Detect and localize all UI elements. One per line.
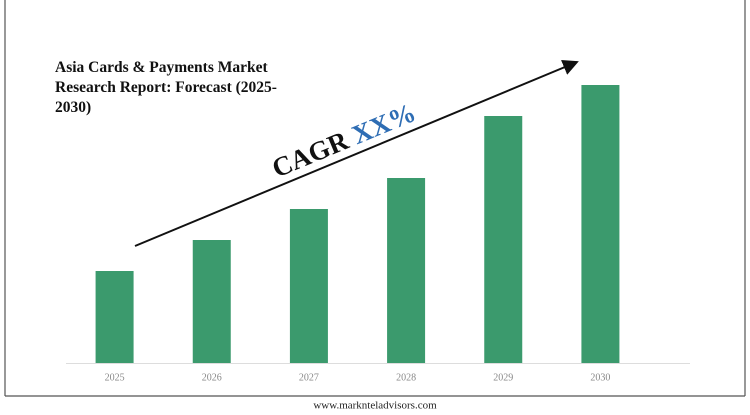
cagr-label: CAGR [268, 125, 353, 183]
x-tick-label: 2027 [299, 372, 319, 383]
chart-title: Asia Cards & Payments Market Research Re… [55, 59, 277, 116]
bar [581, 85, 620, 363]
x-tick-label: 2028 [396, 372, 416, 383]
x-tick-label: 2029 [493, 372, 513, 383]
footer: www.marknteladvisors.com [313, 400, 437, 412]
x-tick-label: 2025 [105, 372, 125, 383]
x-tick-label: 2026 [202, 372, 222, 383]
x-tick-label: 2030 [590, 372, 610, 383]
trend-arrow [134, 59, 579, 247]
bar [95, 271, 134, 363]
bar [484, 116, 523, 363]
bar [289, 209, 328, 363]
bar [387, 178, 426, 363]
bar [192, 240, 231, 363]
